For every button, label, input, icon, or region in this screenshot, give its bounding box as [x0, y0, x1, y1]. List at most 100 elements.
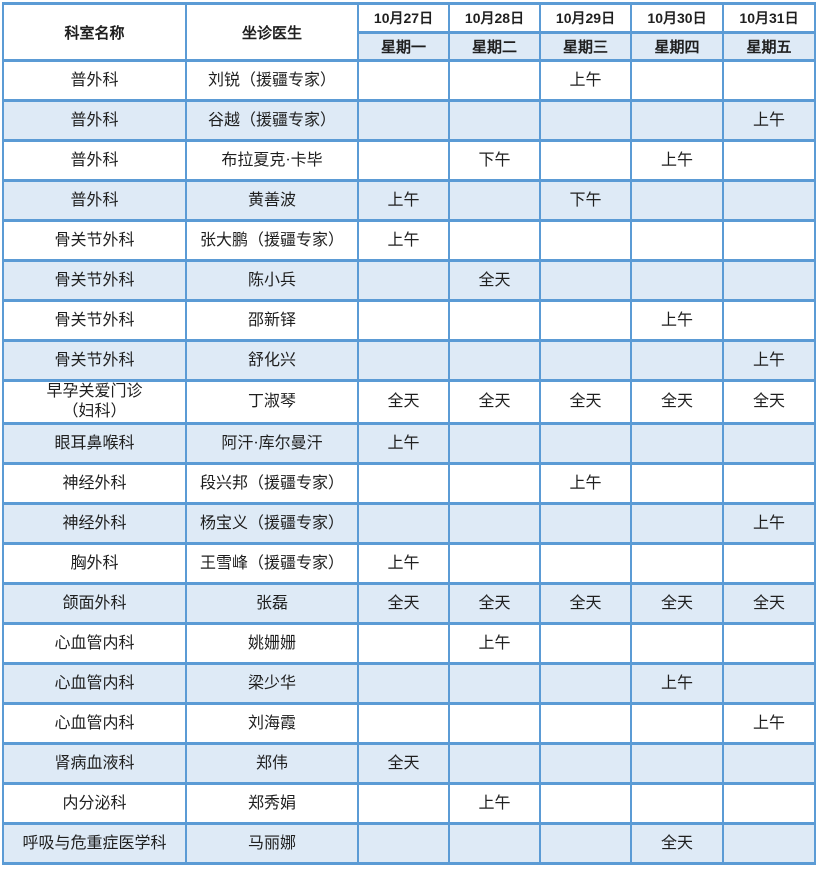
schedule-cell: 全天 — [448, 379, 541, 425]
schedule-cell — [722, 822, 816, 865]
doctor-cell: 阿汗·库尔曼汗 — [185, 422, 359, 465]
doctor-cell: 王雪峰（援疆专家） — [185, 542, 359, 585]
schedule-cell — [448, 662, 541, 705]
schedule-cell — [448, 742, 541, 785]
schedule-cell: 下午 — [539, 179, 632, 222]
schedule-cell — [722, 462, 816, 505]
schedule-cell — [357, 99, 450, 142]
table-row: 骨关节外科 舒化兴 上午 — [2, 339, 816, 382]
schedule-cell — [630, 542, 724, 585]
header-weekday: 星期五 — [722, 31, 816, 62]
header-date: 10月31日 — [722, 2, 816, 34]
department-cell: 骨关节外科 — [2, 259, 187, 302]
department-cell: 普外科 — [2, 179, 187, 222]
doctor-cell: 郑秀娟 — [185, 782, 359, 825]
table-row: 心血管内科 姚姗姗 上午 — [2, 622, 816, 665]
schedule-cell — [539, 822, 632, 865]
table-row: 普外科 刘锐（援疆专家） 上午 — [2, 59, 816, 102]
schedule-cell — [539, 219, 632, 262]
table-row: 呼吸与危重症医学科 马丽娜 全天 — [2, 822, 816, 865]
schedule-cell — [630, 59, 724, 102]
schedule-cell — [539, 702, 632, 745]
header-weekday: 星期一 — [357, 31, 450, 62]
schedule-cell: 上午 — [630, 662, 724, 705]
table-row: 心血管内科 梁少华 上午 — [2, 662, 816, 705]
schedule-cell — [448, 542, 541, 585]
department-cell: 心血管内科 — [2, 702, 187, 745]
schedule-cell — [448, 179, 541, 222]
department-cell: 内分泌科 — [2, 782, 187, 825]
schedule-cell — [539, 622, 632, 665]
schedule-cell — [357, 139, 450, 182]
table-row: 胸外科 王雪峰（援疆专家） 上午 — [2, 542, 816, 585]
schedule-cell — [448, 339, 541, 382]
schedule-cell — [630, 179, 724, 222]
header-date: 10月30日 — [630, 2, 724, 34]
schedule-cell: 全天 — [630, 582, 724, 625]
table-row: 骨关节外科 邵新铎 上午 — [2, 299, 816, 342]
schedule-header: 科室名称 坐诊医生 10月27日 10月28日 10月29日 10月30日 10… — [2, 2, 816, 62]
schedule-cell: 上午 — [722, 339, 816, 382]
schedule-cell — [722, 179, 816, 222]
schedule-cell — [722, 662, 816, 705]
header-date: 10月27日 — [357, 2, 450, 34]
schedule-cell — [630, 502, 724, 545]
schedule-cell: 全天 — [630, 379, 724, 425]
department-cell: 颌面外科 — [2, 582, 187, 625]
table-row: 神经外科 段兴邦（援疆专家） 上午 — [2, 462, 816, 505]
schedule-cell: 全天 — [539, 379, 632, 425]
schedule-cell: 全天 — [448, 582, 541, 625]
schedule-cell — [357, 502, 450, 545]
doctor-cell: 陈小兵 — [185, 259, 359, 302]
table-row: 心血管内科 刘海霞 上午 — [2, 702, 816, 745]
schedule-cell — [630, 622, 724, 665]
table-row: 骨关节外科 张大鹏（援疆专家） 上午 — [2, 219, 816, 262]
schedule-cell: 全天 — [357, 379, 450, 425]
schedule-cell — [448, 462, 541, 505]
doctor-cell: 杨宝义（援疆专家） — [185, 502, 359, 545]
department-cell: 骨关节外科 — [2, 219, 187, 262]
schedule-cell — [448, 219, 541, 262]
schedule-cell — [722, 742, 816, 785]
schedule-cell: 上午 — [722, 99, 816, 142]
table-row: 普外科 谷越（援疆专家） 上午 — [2, 99, 816, 142]
schedule-cell — [448, 99, 541, 142]
doctor-cell: 姚姗姗 — [185, 622, 359, 665]
schedule-cell: 全天 — [722, 582, 816, 625]
schedule-cell: 上午 — [630, 299, 724, 342]
schedule-cell — [357, 622, 450, 665]
schedule-cell — [357, 259, 450, 302]
schedule-cell — [722, 299, 816, 342]
header-weekday-row: 星期一 星期二 星期三 星期四 星期五 — [3, 31, 816, 62]
schedule-cell: 上午 — [539, 59, 632, 102]
table-row: 骨关节外科 陈小兵 全天 — [2, 259, 816, 302]
schedule-cell — [539, 139, 632, 182]
schedule-cell: 上午 — [539, 462, 632, 505]
table-row: 普外科 黄善波 上午 下午 — [2, 179, 816, 222]
schedule-cell: 上午 — [722, 702, 816, 745]
department-cell: 普外科 — [2, 99, 187, 142]
doctor-cell: 梁少华 — [185, 662, 359, 705]
schedule-cell — [630, 99, 724, 142]
doctor-cell: 黄善波 — [185, 179, 359, 222]
department-cell: 普外科 — [2, 59, 187, 102]
schedule-cell — [539, 742, 632, 785]
schedule-cell — [539, 662, 632, 705]
table-row: 早孕关爱门诊 （妇科） 丁淑琴 全天 全天 全天 全天 全天 — [2, 379, 816, 425]
schedule-cell: 上午 — [357, 179, 450, 222]
schedule-cell — [448, 299, 541, 342]
schedule-cell — [722, 542, 816, 585]
table-row: 普外科 布拉夏克·卡毕 下午 上午 — [2, 139, 816, 182]
department-cell: 神经外科 — [2, 462, 187, 505]
schedule-cell — [539, 542, 632, 585]
schedule-cell — [722, 59, 816, 102]
table-row: 神经外科 杨宝义（援疆专家） 上午 — [2, 502, 816, 545]
schedule-cell — [539, 259, 632, 302]
schedule-cell — [630, 259, 724, 302]
schedule-cell — [539, 422, 632, 465]
schedule-cell — [722, 622, 816, 665]
department-cell: 早孕关爱门诊 （妇科） — [2, 379, 187, 425]
schedule-cell — [630, 422, 724, 465]
schedule-cell: 下午 — [448, 139, 541, 182]
